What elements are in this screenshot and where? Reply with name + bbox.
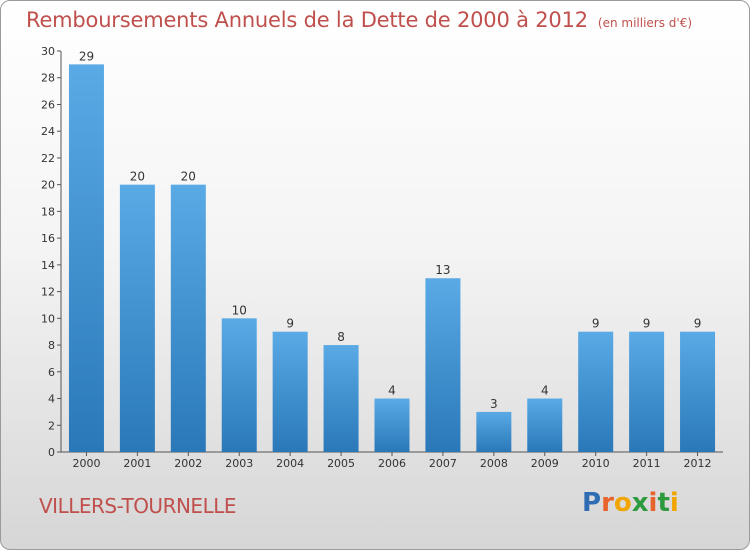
logo-letter: o bbox=[613, 488, 632, 518]
bar-2005 bbox=[323, 345, 359, 452]
x-tick-label: 2002 bbox=[174, 457, 202, 470]
bar-value-label: 9 bbox=[643, 317, 651, 331]
bar-value-label: 29 bbox=[79, 49, 94, 63]
bar-2004 bbox=[272, 331, 308, 452]
x-tick-label: 2008 bbox=[480, 457, 508, 470]
x-tick-label: 2009 bbox=[531, 457, 559, 470]
y-tick-label: 4 bbox=[48, 393, 55, 406]
y-tick-label: 12 bbox=[41, 286, 55, 299]
bar-2010 bbox=[578, 331, 614, 452]
chart-title-block: Remboursements Annuels de la Dette de 20… bbox=[26, 8, 692, 32]
x-tick-label: 2011 bbox=[633, 457, 661, 470]
logo-letter: i bbox=[648, 488, 658, 518]
bar-2006 bbox=[374, 398, 410, 452]
bar-value-label: 20 bbox=[130, 170, 145, 184]
bar-2001 bbox=[119, 184, 155, 452]
y-tick-label: 24 bbox=[41, 125, 55, 138]
y-tick-label: 22 bbox=[41, 152, 55, 165]
x-tick-label: 2012 bbox=[684, 457, 712, 470]
logo-letter: r bbox=[601, 488, 614, 518]
x-tick-label: 2001 bbox=[123, 457, 151, 470]
logo-letter: t bbox=[657, 488, 670, 518]
bar-value-label: 13 bbox=[435, 263, 450, 277]
y-tick-label: 2 bbox=[48, 419, 55, 432]
bar-value-label: 20 bbox=[181, 170, 196, 184]
bar-2009 bbox=[527, 398, 563, 452]
bar-2008 bbox=[476, 411, 512, 452]
x-tick-label: 2000 bbox=[72, 457, 100, 470]
y-tick-label: 8 bbox=[48, 339, 55, 352]
logo-letter: i bbox=[669, 488, 679, 518]
x-tick-label: 2005 bbox=[327, 457, 355, 470]
y-tick-label: 20 bbox=[41, 179, 55, 192]
y-tick-label: 10 bbox=[41, 312, 55, 325]
bar-value-label: 8 bbox=[337, 330, 345, 344]
bar-value-label: 10 bbox=[232, 303, 247, 317]
logo-letter: P bbox=[582, 488, 602, 518]
y-tick-label: 14 bbox=[41, 259, 55, 272]
x-tick-label: 2004 bbox=[276, 457, 304, 470]
y-tick-label: 28 bbox=[41, 72, 55, 85]
y-tick-label: 0 bbox=[48, 446, 55, 459]
x-tick-label: 2010 bbox=[582, 457, 610, 470]
proxiti-logo: Proxiti bbox=[582, 488, 679, 518]
y-tick-label: 30 bbox=[41, 45, 55, 58]
bar-2000 bbox=[68, 64, 104, 452]
bar-2003 bbox=[221, 318, 257, 452]
bar-value-label: 9 bbox=[592, 317, 600, 331]
bar-value-label: 9 bbox=[694, 317, 702, 331]
chart-unit: (en milliers d'€) bbox=[597, 16, 693, 30]
y-tick-label: 6 bbox=[48, 366, 55, 379]
bar-2007 bbox=[425, 278, 461, 452]
y-tick-label: 26 bbox=[41, 98, 55, 111]
logo-letter: x bbox=[631, 488, 649, 518]
bar-2012 bbox=[680, 331, 716, 452]
bar-value-label: 4 bbox=[388, 384, 396, 398]
x-tick-label: 2007 bbox=[429, 457, 457, 470]
commune-name: VILLERS-TOURNELLE bbox=[39, 494, 237, 518]
bar-2011 bbox=[629, 331, 665, 452]
bar-2002 bbox=[170, 184, 206, 452]
bar-value-label: 3 bbox=[490, 397, 498, 411]
y-tick-label: 18 bbox=[41, 205, 55, 218]
y-tick-label: 16 bbox=[41, 232, 55, 245]
bar-value-label: 4 bbox=[541, 384, 549, 398]
x-tick-label: 2003 bbox=[225, 457, 253, 470]
chart-title: Remboursements Annuels de la Dette de 20… bbox=[26, 8, 588, 32]
x-tick-label: 2006 bbox=[378, 457, 406, 470]
bar-value-label: 9 bbox=[286, 317, 294, 331]
